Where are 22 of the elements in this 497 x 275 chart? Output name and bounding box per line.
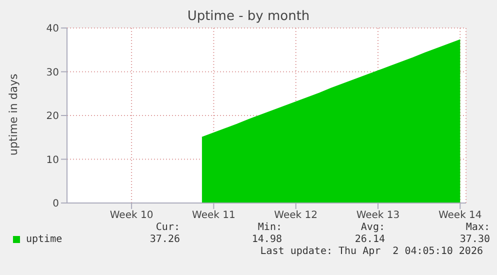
y-tick-label: 0 [52,198,59,210]
text: Avg: [360,222,385,233]
text: Min: [256,222,282,233]
text: Cur: [154,222,180,233]
text: Last update: Thu Apr 2 04:05:10 2026 [260,246,483,257]
text: 37.26 [148,234,180,245]
y-tick-label: 10 [46,154,59,166]
text: 14.98 [250,234,282,245]
y-tick-label: 40 [46,24,59,35]
x-tick-label: Week 11 [192,210,236,222]
y-tick-label: 30 [46,67,59,78]
text: Max: [464,222,490,233]
y-axis-title: uptime in days [6,73,20,156]
x-tick-label: Week 13 [356,210,400,222]
x-tick-label: Week 14 [438,210,482,222]
chart-title: Uptime - by month [186,9,311,24]
x-tick-label: Week 10 [110,210,154,222]
y-tick-label: 20 [46,111,59,122]
x-tick-label: Week 12 [274,210,318,222]
legend-label: uptime [26,234,62,245]
text: 26.14 [354,234,385,245]
text: 37.30 [458,234,490,245]
